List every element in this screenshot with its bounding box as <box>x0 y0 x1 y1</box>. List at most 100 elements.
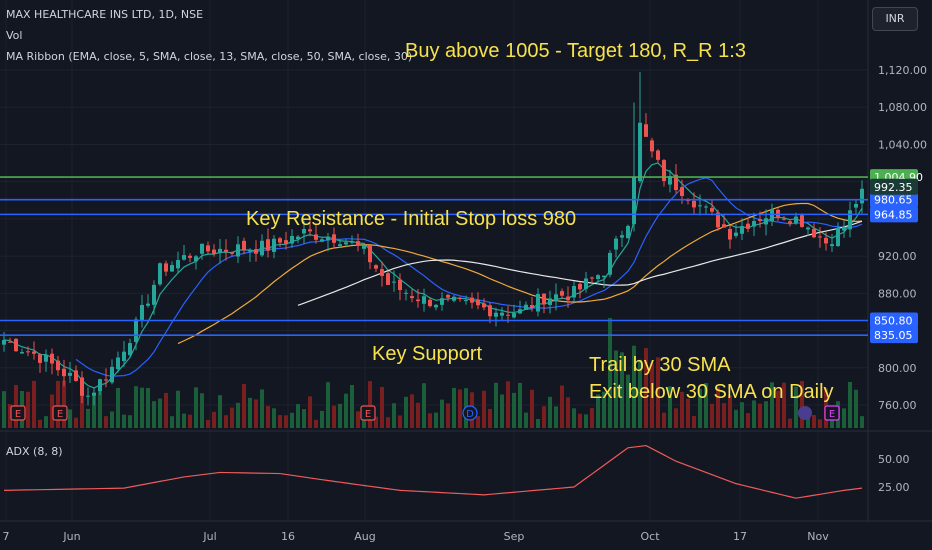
candle-body[interactable] <box>716 212 720 228</box>
candle-body[interactable] <box>416 299 420 302</box>
candle-body[interactable] <box>584 278 588 289</box>
candle-body[interactable] <box>440 298 444 305</box>
candle-body[interactable] <box>674 174 678 191</box>
candle-body[interactable] <box>428 299 432 307</box>
candle-body[interactable] <box>212 249 216 255</box>
candle-body[interactable] <box>176 260 180 269</box>
candle-body[interactable] <box>122 351 126 362</box>
candle-body[interactable] <box>62 368 66 377</box>
candle-body[interactable] <box>524 304 528 310</box>
candle-body[interactable] <box>380 269 384 276</box>
candle-body[interactable] <box>854 203 858 208</box>
candle-body[interactable] <box>728 228 732 240</box>
candle-body[interactable] <box>608 252 612 275</box>
candle-body[interactable] <box>74 370 78 381</box>
candle-body[interactable] <box>506 314 510 316</box>
candle-body[interactable] <box>500 312 504 316</box>
candle-body[interactable] <box>836 227 840 247</box>
candle-body[interactable] <box>182 255 186 260</box>
candle-body[interactable] <box>554 294 558 302</box>
currency-selector[interactable]: INR <box>872 7 918 31</box>
candle-body[interactable] <box>482 303 486 308</box>
candle-body[interactable] <box>194 256 198 262</box>
candle-body[interactable] <box>788 221 792 224</box>
candle-body[interactable] <box>818 236 822 238</box>
candle-body[interactable] <box>596 275 600 279</box>
candle-body[interactable] <box>206 245 210 252</box>
candle-body[interactable] <box>224 249 228 252</box>
candle-body[interactable] <box>830 244 834 247</box>
candle-body[interactable] <box>8 341 12 343</box>
candle-body[interactable] <box>764 218 768 225</box>
candle-body[interactable] <box>470 297 474 303</box>
candle-body[interactable] <box>476 299 480 306</box>
candle-body[interactable] <box>104 379 108 381</box>
candle-body[interactable] <box>110 366 114 383</box>
candle-body[interactable] <box>152 284 156 305</box>
candle-body[interactable] <box>236 244 240 257</box>
candle-body[interactable] <box>518 309 522 314</box>
candle-body[interactable] <box>308 229 312 232</box>
candle-body[interactable] <box>164 263 168 272</box>
candle-body[interactable] <box>248 249 252 252</box>
candle-body[interactable] <box>740 226 744 234</box>
candle-body[interactable] <box>26 351 30 353</box>
candle-body[interactable] <box>146 303 150 306</box>
candle-body[interactable] <box>188 255 192 258</box>
candle-body[interactable] <box>644 124 648 137</box>
candle-body[interactable] <box>560 291 564 296</box>
event-marker[interactable] <box>52 405 68 421</box>
ma-ribbon-label[interactable]: MA Ribbon (EMA, close, 5, SMA, close, 13… <box>6 50 413 63</box>
candle-body[interactable] <box>398 279 402 291</box>
candle-body[interactable] <box>548 298 552 305</box>
volume-indicator-label[interactable]: Vol <box>6 29 23 42</box>
candle-body[interactable] <box>668 176 672 185</box>
candle-body[interactable] <box>170 265 174 272</box>
candle-body[interactable] <box>98 379 102 392</box>
candle-body[interactable] <box>68 372 72 376</box>
candle-body[interactable] <box>620 235 624 238</box>
candle-body[interactable] <box>242 240 246 251</box>
candle-body[interactable] <box>2 340 6 345</box>
candle-body[interactable] <box>218 248 222 254</box>
candle-body[interactable] <box>632 177 636 225</box>
candle-body[interactable] <box>710 208 714 212</box>
candle-body[interactable] <box>32 351 36 354</box>
candle-body[interactable] <box>362 244 366 249</box>
candle-body[interactable] <box>824 237 828 244</box>
candle-body[interactable] <box>800 215 804 227</box>
candle-body[interactable] <box>116 357 120 370</box>
candle-body[interactable] <box>512 313 516 318</box>
candle-body[interactable] <box>704 206 708 208</box>
candle-body[interactable] <box>464 300 468 302</box>
candle-body[interactable] <box>80 377 84 396</box>
candle-body[interactable] <box>50 353 54 364</box>
candle-body[interactable] <box>452 296 456 301</box>
candle-body[interactable] <box>446 294 450 298</box>
candle-body[interactable] <box>758 219 762 222</box>
candle-body[interactable] <box>392 281 396 283</box>
candle-body[interactable] <box>284 240 288 244</box>
candle-body[interactable] <box>230 252 234 254</box>
event-marker[interactable] <box>360 405 376 421</box>
candle-body[interactable] <box>422 296 426 304</box>
candle-body[interactable] <box>200 243 204 254</box>
candle-body[interactable] <box>368 244 372 263</box>
candle-body[interactable] <box>458 298 462 300</box>
candle-body[interactable] <box>536 293 540 312</box>
candle-body[interactable] <box>722 224 726 228</box>
candle-body[interactable] <box>410 296 414 299</box>
candle-body[interactable] <box>38 354 42 363</box>
candle-body[interactable] <box>254 249 258 254</box>
candle-body[interactable] <box>278 238 282 243</box>
candle-body[interactable] <box>734 232 738 236</box>
candle-body[interactable] <box>386 273 390 285</box>
event-marker[interactable] <box>824 405 840 421</box>
candle-body[interactable] <box>344 242 348 245</box>
candle-body[interactable] <box>14 338 18 352</box>
lightning-icon[interactable] <box>798 406 812 420</box>
candle-body[interactable] <box>806 227 810 230</box>
candle-body[interactable] <box>128 343 132 356</box>
candle-body[interactable] <box>614 238 618 250</box>
